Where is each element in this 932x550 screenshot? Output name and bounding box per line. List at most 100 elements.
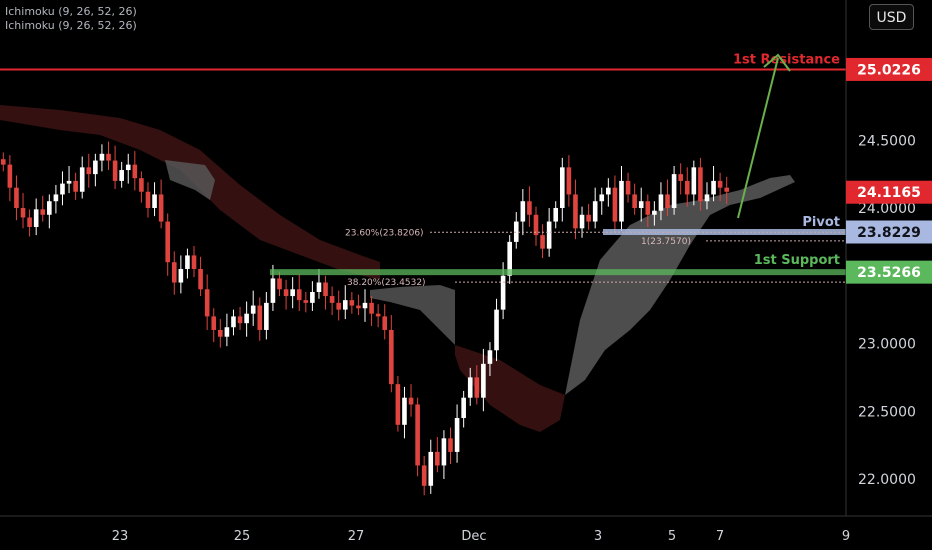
candle-body <box>7 164 13 188</box>
candle-body <box>678 174 683 181</box>
candle-body <box>507 241 512 276</box>
candle-body <box>198 268 203 290</box>
candle-body <box>448 438 453 452</box>
fib-label-3820: 38.20%(23.4532) <box>347 278 426 288</box>
candle-body <box>421 465 427 486</box>
candle-body <box>592 201 598 222</box>
candle-body <box>204 289 210 317</box>
candle-body <box>428 451 434 486</box>
candle-body <box>494 309 499 351</box>
candlestick-series <box>0 141 730 496</box>
y-tick-label: 24.0000 <box>858 201 916 217</box>
candle-body <box>119 170 124 181</box>
candle-body <box>474 377 480 398</box>
candle-body <box>402 397 407 425</box>
candle-body <box>40 209 46 215</box>
candle-body <box>540 235 545 249</box>
candle-body <box>329 296 335 303</box>
candle-body <box>112 160 118 181</box>
x-tick-label: Dec <box>461 529 486 544</box>
candle-body <box>342 300 348 310</box>
candle-body <box>191 255 197 269</box>
support-band <box>270 269 846 276</box>
candle-body <box>171 262 177 283</box>
y-tick-label: 24.5000 <box>858 133 916 149</box>
candle-body <box>283 289 289 297</box>
candle-body <box>86 167 92 175</box>
candle-body <box>553 208 559 222</box>
candle-body <box>20 208 26 218</box>
levels: 1st Resistance Pivot 1st Support 23.60%(… <box>0 52 846 288</box>
candle-body <box>546 221 552 249</box>
candle-body <box>487 350 493 364</box>
indicator-label-1[interactable]: Ichimoku (9, 26, 52, 26) <box>5 5 137 18</box>
support-badge-text: 23.5266 <box>857 265 921 281</box>
candle-body <box>277 278 282 290</box>
pivot-badge-text: 23.8229 <box>857 225 921 241</box>
resistance-label: 1st Resistance <box>733 52 840 67</box>
candle-body <box>310 292 315 303</box>
candle-body <box>606 187 611 195</box>
last-price-badge-text: 24.1165 <box>857 185 921 201</box>
candle-body <box>454 418 460 452</box>
x-tick-label: 23 <box>112 529 129 544</box>
candle-body <box>704 194 710 202</box>
candle-body <box>0 159 6 165</box>
price-badges: 25.0226 24.1165 23.8229 23.5266 <box>846 57 932 284</box>
currency-button[interactable]: USD <box>869 4 914 30</box>
candle-body <box>500 275 506 310</box>
candle-body <box>435 451 440 466</box>
candle-body <box>461 397 466 419</box>
candle-body <box>586 214 591 222</box>
y-tick-label: 23.0000 <box>858 337 916 353</box>
candle-body <box>211 316 217 330</box>
x-axis[interactable]: 23 25 27 Dec 3 5 7 9 <box>112 529 850 544</box>
candle-body <box>671 174 677 208</box>
y-tick-label: 22.0000 <box>858 472 916 488</box>
resistance-badge-text: 25.0226 <box>857 62 921 78</box>
indicator-label-2[interactable]: Ichimoku (9, 26, 52, 26) <box>5 19 137 32</box>
candle-body <box>158 194 164 222</box>
candle-body <box>599 194 605 202</box>
candle-body <box>395 384 401 425</box>
x-tick-label: 27 <box>348 529 365 544</box>
candle-body <box>724 187 730 192</box>
y-axis[interactable]: 24.5000 24.0000 23.0000 22.5000 22.0000 <box>858 133 916 488</box>
candle-body <box>152 194 157 208</box>
candle-body <box>369 302 374 314</box>
candle-body <box>533 214 539 236</box>
candle-body <box>218 329 223 337</box>
candle-body <box>139 178 144 192</box>
candle-body <box>362 302 368 309</box>
candle-body <box>652 210 657 215</box>
cloud-bull-right <box>565 175 795 395</box>
candle-body <box>185 255 190 269</box>
candle-body <box>684 180 690 195</box>
candle-body <box>566 167 572 195</box>
pivot-label: Pivot <box>802 215 840 230</box>
x-tick-label: 3 <box>594 529 602 544</box>
candle-body <box>389 329 394 385</box>
candle-body <box>93 160 98 175</box>
candle-body <box>178 268 184 283</box>
candle-body <box>125 164 131 171</box>
candle-body <box>237 316 243 324</box>
candle-body <box>408 397 414 405</box>
last-price-badge <box>846 180 932 204</box>
candle-body <box>60 183 65 195</box>
candle-body <box>579 214 585 229</box>
target-arrow-head <box>763 53 791 72</box>
candle-body <box>336 302 341 310</box>
x-tick-label: 9 <box>842 529 850 544</box>
candle-body <box>244 313 249 324</box>
candle-body <box>619 180 624 222</box>
candle-body <box>14 187 19 208</box>
candle-body <box>441 438 447 466</box>
candle-body <box>612 187 618 222</box>
candle-body <box>145 191 151 208</box>
candle-body <box>415 404 420 466</box>
y-tick-label: 22.5000 <box>858 404 916 420</box>
candle-body <box>99 153 105 161</box>
candle-body <box>691 167 697 195</box>
